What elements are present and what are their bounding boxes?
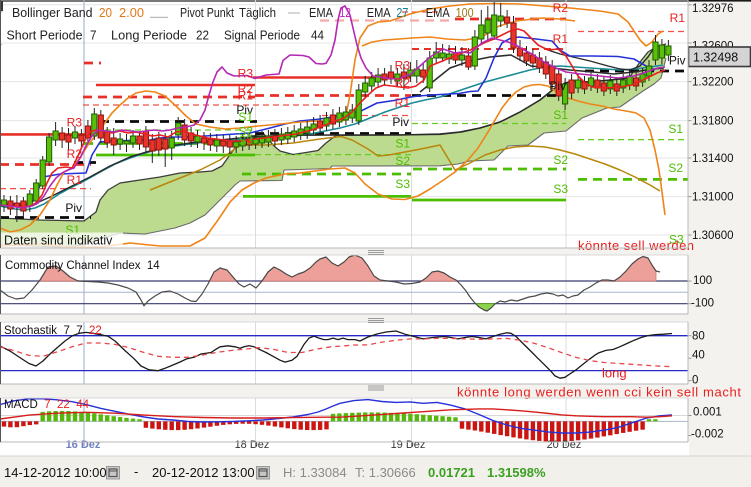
svg-text:R2: R2 [553, 1, 569, 15]
svg-text:R1: R1 [553, 32, 569, 46]
svg-text:könnte long werden wenn cci ke: könnte long werden wenn cci kein sell ma… [457, 385, 741, 400]
svg-text:EMA: EMA [426, 5, 450, 20]
svg-text:R2: R2 [395, 76, 411, 90]
svg-text:100: 100 [456, 5, 474, 20]
svg-text:Daten sind indikativ: Daten sind indikativ [4, 234, 113, 248]
svg-text:Täglich: Täglich [239, 5, 276, 20]
svg-text:S2: S2 [668, 161, 683, 175]
svg-text:Piv: Piv [236, 103, 253, 117]
svg-text:22: 22 [196, 27, 209, 42]
svg-text:1.31800: 1.31800 [692, 116, 734, 128]
svg-text:0: 0 [692, 375, 698, 387]
svg-text:Bollinger Band: Bollinger Band [12, 5, 93, 20]
svg-text:16 Dez: 16 Dez [66, 439, 101, 451]
svg-text:14-12-2012 10:00: 14-12-2012 10:00 [4, 465, 107, 480]
svg-text:S3: S3 [553, 182, 568, 196]
svg-text:Piv: Piv [549, 79, 566, 93]
svg-text:1.31400: 1.31400 [692, 153, 734, 165]
svg-text:1.32498: 1.32498 [693, 51, 738, 65]
svg-text:H: 1.33084: H: 1.33084 [283, 465, 347, 480]
svg-text:1.31000: 1.31000 [692, 192, 734, 204]
svg-text:20: 20 [99, 5, 112, 20]
svg-text:44: 44 [311, 27, 324, 42]
svg-text:Stochastik 7 7 22: Stochastik 7 7 22 [4, 325, 102, 337]
svg-text:Piv: Piv [392, 115, 409, 129]
svg-text:-100: -100 [691, 298, 714, 310]
svg-text:Signal Periode: Signal Periode [224, 27, 300, 42]
svg-text:R2: R2 [67, 147, 83, 161]
svg-text:0.001: 0.001 [693, 407, 722, 419]
svg-text:19 Dez: 19 Dez [391, 439, 426, 451]
svg-text:20 Dez: 20 Dez [547, 439, 582, 451]
svg-text:EMA: EMA [309, 5, 333, 20]
svg-text:Pivot Punkt: Pivot Punkt [180, 5, 234, 20]
svg-text:Piv: Piv [669, 54, 686, 68]
svg-text:T: 1.30666: T: 1.30666 [355, 465, 416, 480]
svg-text:R3: R3 [67, 116, 83, 130]
svg-text:Short Periode: Short Periode [7, 27, 83, 42]
svg-text:20-12-2012 13:00: 20-12-2012 13:00 [152, 465, 255, 480]
svg-text:100: 100 [693, 275, 712, 287]
svg-text:long: long [602, 366, 627, 381]
svg-text:R1: R1 [238, 89, 254, 103]
svg-text:-0.002: -0.002 [691, 429, 724, 441]
svg-text:R3: R3 [238, 67, 254, 81]
svg-text:S1: S1 [395, 137, 410, 151]
svg-text:R1: R1 [67, 173, 83, 187]
svg-text:S1: S1 [553, 108, 568, 122]
svg-text:S2: S2 [395, 154, 410, 168]
svg-text:7: 7 [90, 27, 97, 42]
svg-text:1.30600: 1.30600 [692, 230, 734, 242]
svg-text:0.01721: 0.01721 [428, 465, 475, 480]
svg-text:könnte sell werden: könnte sell werden [578, 238, 694, 253]
svg-text:Commodity Channel Index 14: Commodity Channel Index 14 [5, 260, 160, 272]
svg-text:1.31598%: 1.31598% [487, 465, 546, 480]
svg-text:R1: R1 [670, 11, 686, 25]
svg-text:27: 27 [396, 5, 408, 20]
svg-text:Piv: Piv [65, 201, 82, 215]
svg-text:S3: S3 [238, 134, 253, 148]
svg-text:R3: R3 [395, 59, 411, 73]
svg-text:12: 12 [340, 5, 352, 20]
svg-text:S1: S1 [668, 122, 683, 136]
svg-text:18 Dez: 18 Dez [235, 439, 270, 451]
svg-text:2.00: 2.00 [119, 5, 144, 20]
svg-text:S3: S3 [395, 177, 410, 191]
svg-text:S2: S2 [238, 125, 253, 139]
svg-text:S1: S1 [238, 110, 253, 124]
svg-text:R2: R2 [238, 82, 254, 96]
svg-text:S2: S2 [553, 153, 568, 167]
svg-text:S3: S3 [669, 233, 684, 247]
svg-text:1.32200: 1.32200 [692, 77, 734, 89]
svg-text:1.32976: 1.32976 [692, 3, 734, 15]
svg-text:EMA: EMA [367, 5, 391, 20]
svg-text:R1: R1 [395, 96, 411, 110]
svg-text:Long Periode: Long Periode [111, 27, 187, 42]
svg-text:80: 80 [692, 331, 705, 343]
svg-text:40: 40 [692, 350, 705, 362]
svg-text:-: - [134, 464, 138, 479]
svg-text:MACD 7 22 44: MACD 7 22 44 [4, 399, 90, 411]
